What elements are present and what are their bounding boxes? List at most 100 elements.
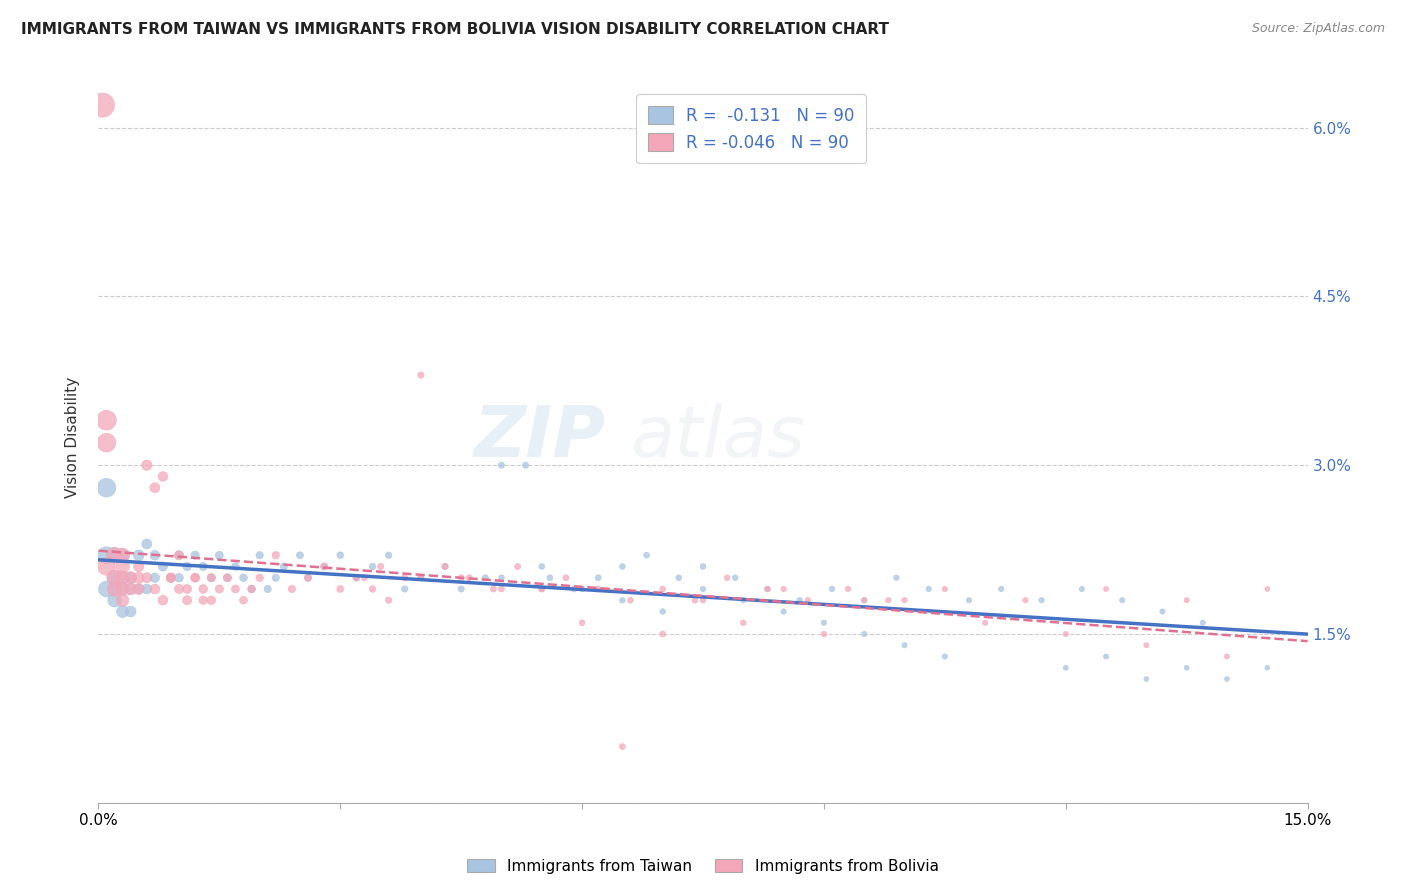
Point (143, 548, 166, 562)
Point (111, 605, 134, 619)
Point (200, 571, 222, 585)
Point (111, 548, 134, 562)
Point (571, 582, 593, 596)
Point (120, 571, 142, 585)
Point (200, 571, 222, 585)
Text: Source: ZipAtlas.com: Source: ZipAtlas.com (1251, 22, 1385, 36)
Point (562, 582, 585, 596)
Point (167, 571, 190, 585)
Point (434, 559, 457, 574)
Point (756, 582, 779, 596)
Point (103, 582, 125, 596)
Point (450, 571, 472, 585)
Point (152, 593, 174, 607)
Point (1135, 672, 1157, 686)
Point (458, 571, 481, 585)
Point (176, 559, 198, 574)
Y-axis label: Vision Disability: Vision Disability (65, 376, 80, 498)
Point (160, 571, 183, 585)
Point (193, 593, 215, 607)
Point (974, 615, 997, 630)
Point (200, 593, 222, 607)
Point (288, 548, 311, 562)
Point (813, 627, 835, 641)
Point (217, 571, 239, 585)
Point (692, 593, 714, 607)
Point (96, 582, 118, 596)
Point (893, 638, 915, 652)
Point (167, 582, 190, 596)
Point (111, 582, 134, 596)
Point (1175, 661, 1198, 675)
Point (208, 548, 231, 562)
Point (135, 571, 157, 585)
Point (176, 582, 198, 596)
Point (918, 582, 941, 596)
Point (1054, 627, 1077, 641)
Point (103, 571, 125, 585)
Point (120, 605, 142, 619)
Point (135, 582, 157, 596)
Point (789, 593, 811, 607)
Point (733, 593, 755, 607)
Point (314, 559, 336, 574)
Point (344, 571, 367, 585)
Point (1135, 638, 1157, 652)
Point (990, 582, 1012, 596)
Point (96, 435, 118, 450)
Point (886, 571, 908, 585)
Point (724, 571, 747, 585)
Point (224, 582, 246, 596)
Point (249, 571, 271, 585)
Point (240, 582, 263, 596)
Point (772, 605, 794, 619)
Point (96, 559, 118, 574)
Point (143, 481, 166, 495)
Point (692, 582, 714, 596)
Point (1216, 649, 1239, 664)
Point (474, 571, 496, 585)
Point (240, 582, 263, 596)
Point (224, 559, 246, 574)
Point (893, 593, 915, 607)
Point (135, 537, 157, 551)
Point (111, 571, 134, 585)
Text: atlas: atlas (630, 402, 806, 472)
Point (184, 571, 207, 585)
Point (377, 593, 399, 607)
Point (249, 548, 271, 562)
Point (530, 582, 553, 596)
Point (193, 559, 215, 574)
Point (651, 605, 673, 619)
Point (571, 615, 593, 630)
Point (1095, 582, 1118, 596)
Legend: R =  -0.131   N = 90, R = -0.046   N = 90: R = -0.131 N = 90, R = -0.046 N = 90 (637, 95, 866, 163)
Point (482, 582, 505, 596)
Point (256, 582, 278, 596)
Point (152, 559, 174, 574)
Point (120, 582, 142, 596)
Point (143, 582, 166, 596)
Point (176, 593, 198, 607)
Point (297, 571, 319, 585)
Point (772, 582, 794, 596)
Point (329, 582, 352, 596)
Point (297, 571, 319, 585)
Point (1256, 582, 1278, 596)
Point (491, 458, 513, 473)
Point (273, 559, 295, 574)
Point (409, 571, 432, 585)
Point (636, 548, 658, 562)
Point (135, 458, 157, 473)
Point (733, 615, 755, 630)
Point (377, 548, 399, 562)
Point (314, 559, 336, 574)
Point (120, 582, 142, 596)
Point (96, 548, 118, 562)
Point (128, 548, 150, 562)
Point (143, 571, 166, 585)
Point (111, 548, 134, 562)
Point (612, 559, 634, 574)
Point (491, 571, 513, 585)
Point (160, 571, 183, 585)
